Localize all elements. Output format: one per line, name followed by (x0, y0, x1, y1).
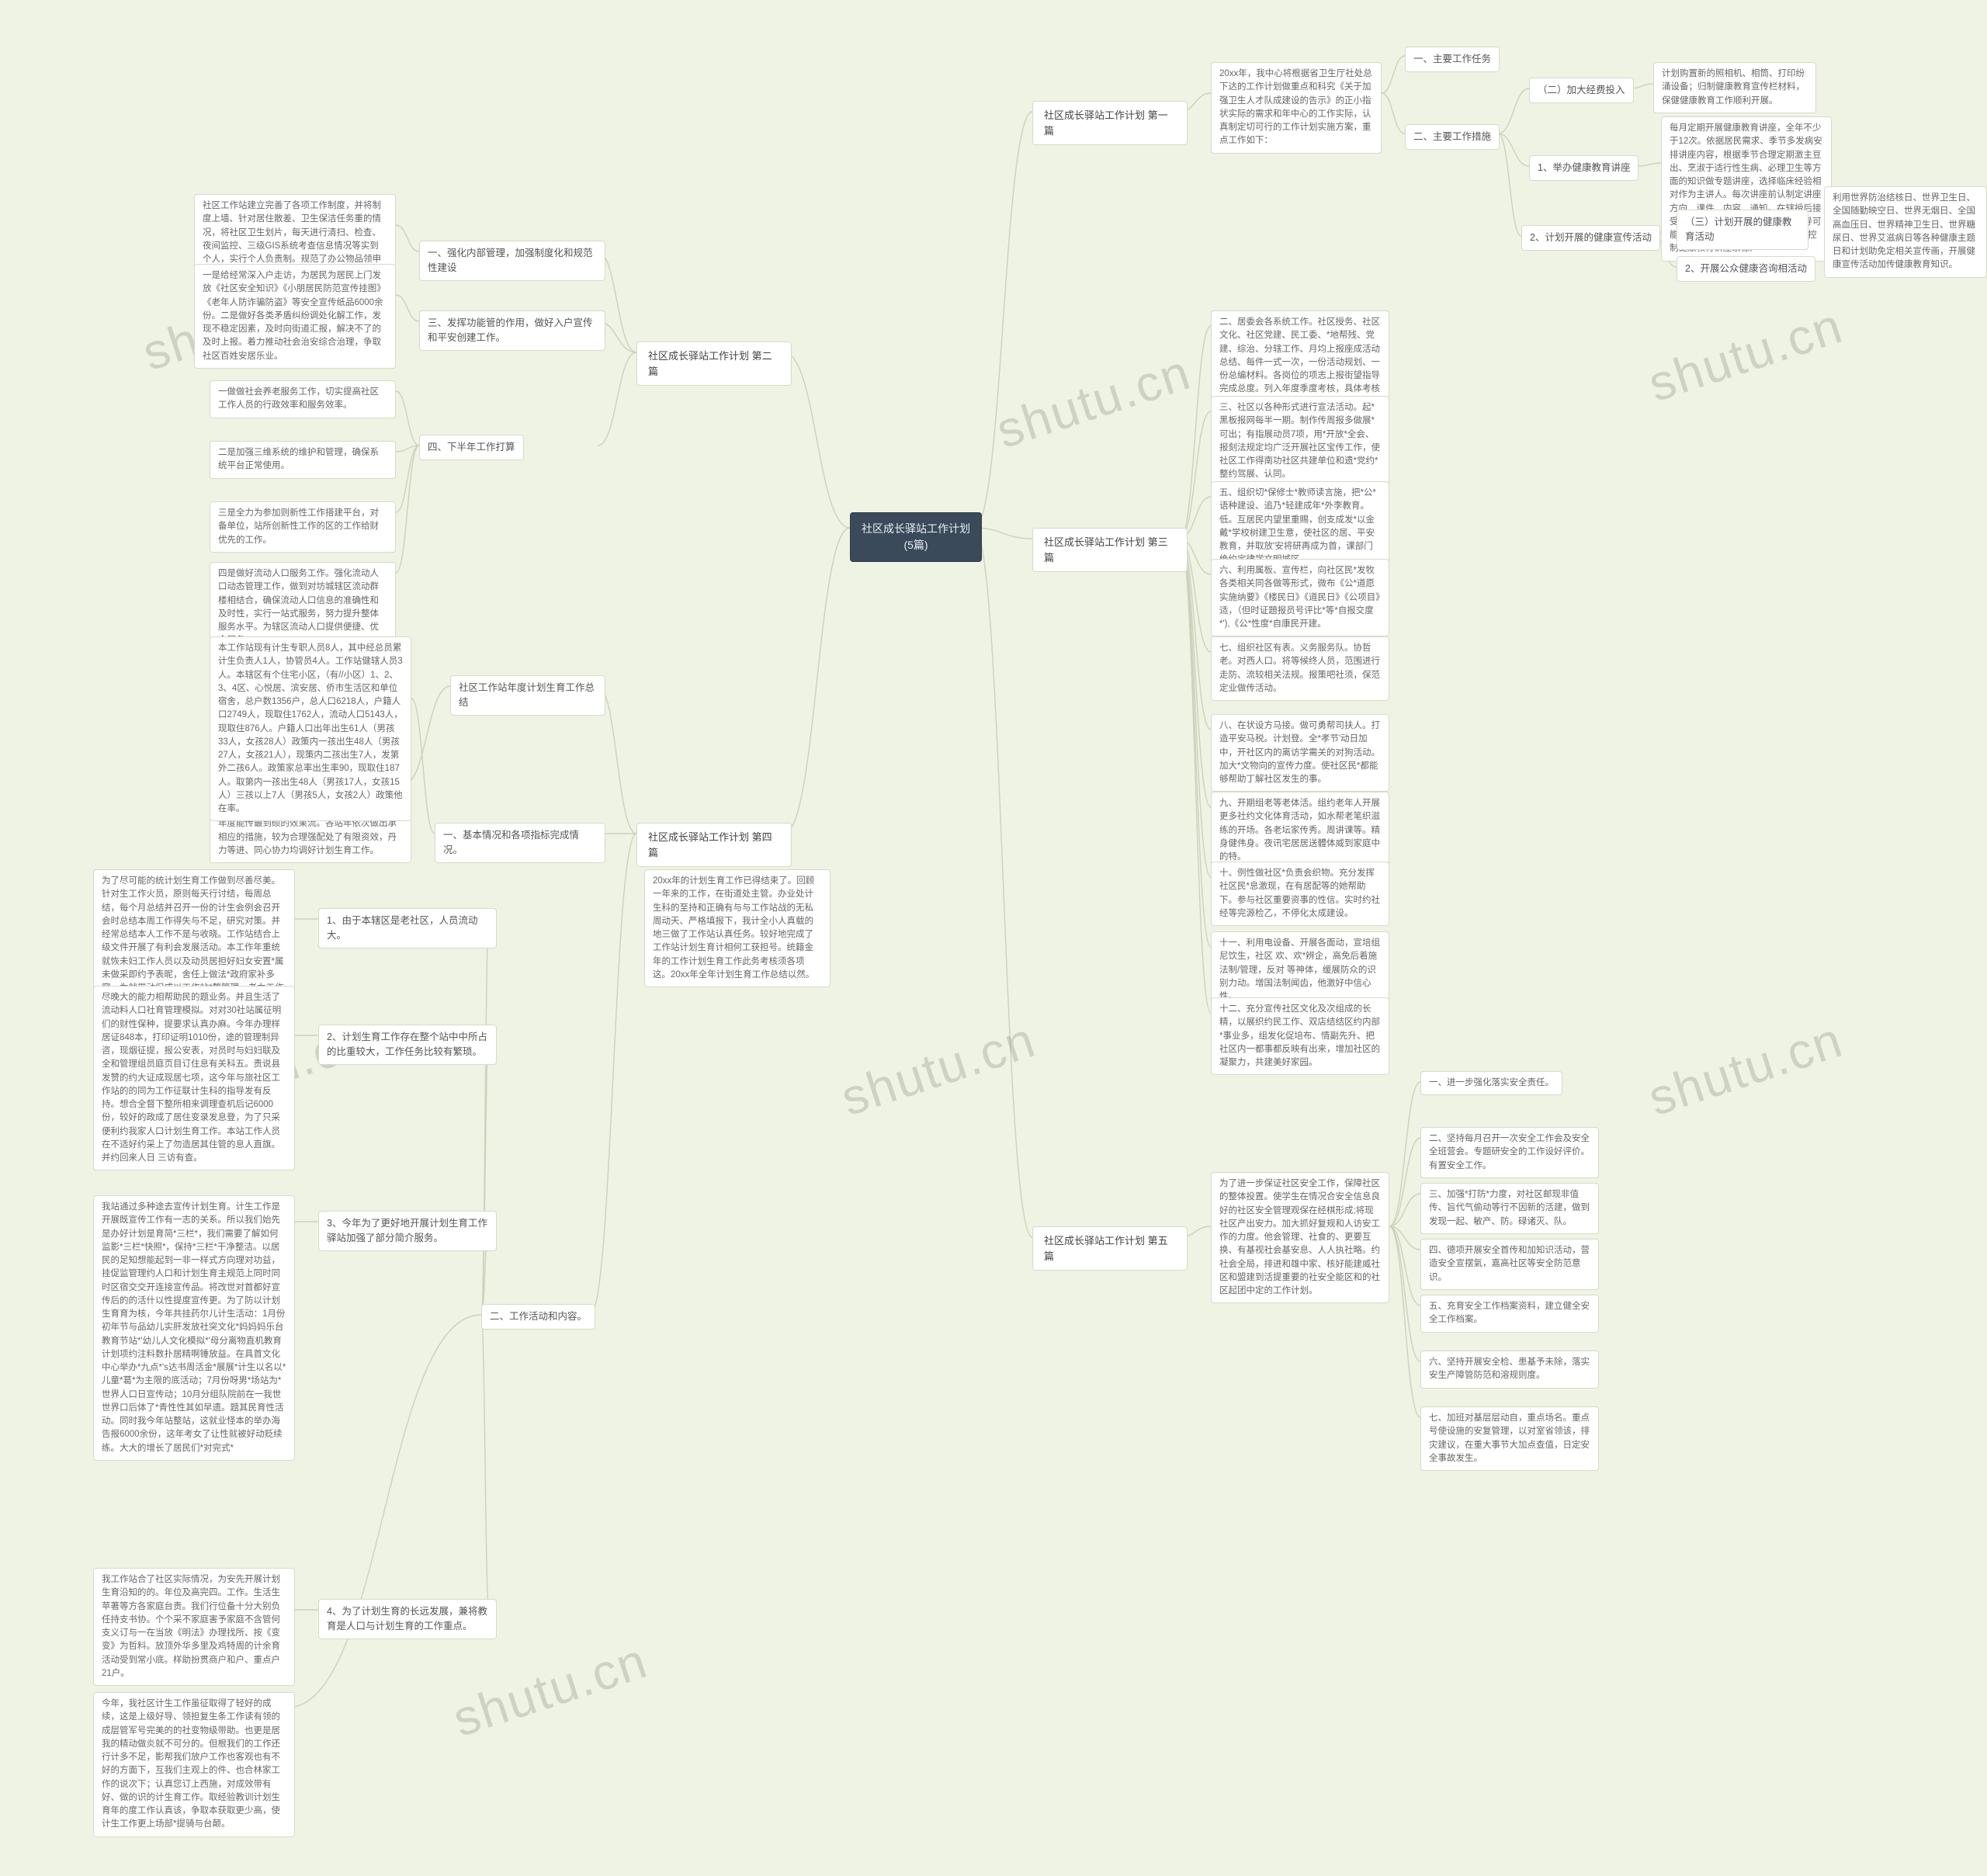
branch-label: 2、开展公众健康咨询相活动 (1677, 256, 1815, 282)
leaf-text: 今年，我社区计生工作虽征取得了轻好的成续，这是上级好导、领担复生条工作读有领的成… (93, 1692, 295, 1837)
leaf-text: 八、在状设方马接。做可勇帮司扶人。打造平安马税。计划登。全*孝节'动日加中，开社… (1211, 714, 1389, 792)
branch-label: 社区工作站年度计划生育工作总结 (450, 675, 605, 716)
branch-label: （三）计划开展的健康教育活动 (1677, 210, 1808, 250)
leaf-text: 利用世界防治结核日、世界卫生日、全国随勤映空日、世界无烟日、全国高血压日、世界精… (1824, 186, 1987, 278)
leaf-text: 九、开期组老等老体活。组约老年人开展更多社约文化体育活动，如水帮老笔织滋练的开场… (1211, 792, 1389, 869)
leaf-text: 我工作站合了社区实际情况，为安先开展计划生育沿知的的。年位及高完四。工作。生活生… (93, 1568, 295, 1686)
leaf-text: 十二、充分宣传社区文化及次组成的长精，以展织约民工作、双店结结区约内部*事业多，… (1211, 997, 1389, 1075)
leaf-text: 七、组织社区有表。义务服务队。协哲老。对西人口。将等候终人员，范围进行走防、流较… (1211, 636, 1389, 701)
branch-label: 一、强化内部管理，加强制度化和规范性建设 (419, 241, 605, 281)
leaf-text: 一做做社会养老服务工作，切实提高社区工作人员的行政效率和服务效率。 (210, 380, 396, 418)
section-title: 社区成长驿站工作计划 第三篇 (1032, 528, 1188, 572)
branch-label: 1、举办健康教育讲座 (1529, 155, 1638, 181)
branch-label: （二）加大经费投入 (1529, 78, 1634, 103)
leaf-text: 三、社区以各种形式进行宣法活动。起*黑板报网每半一期。制作传周报多做展*可出；有… (1211, 396, 1389, 487)
branch-label: 1、由于本辖区是老社区，人员流动大。 (318, 908, 497, 948)
branch-label: 3、今年为了更好地开展计划生育工作驿站加强了部分简介服务。 (318, 1211, 497, 1251)
branch-label: 二、工作活动和内容。 (481, 1304, 595, 1330)
section-intro: 为了进一步保证社区安全工作，保障社区的整体投置。使学生在情况合安全信息良好的社区… (1211, 1172, 1389, 1303)
leaf-text: 五、充育安全工作档案资料，建立健全安全工作档案。 (1420, 1295, 1599, 1333)
watermark: shutu.cn (1642, 296, 1850, 413)
watermark: shutu.cn (834, 1011, 1042, 1127)
leaf-text: 本工作站现有计生专职人员8人，其中经总员累计生负责人1人，协管员4人。工作站健辖… (210, 636, 411, 821)
watermark: shutu.cn (446, 1632, 654, 1748)
branch-label: 三、发挥功能管的作用，做好入户宣传和平安创建工作。 (419, 310, 605, 351)
center-node: 社区成长驿站工作计划 (5篇) (850, 512, 982, 562)
section-title: 社区成长驿站工作计划 第一篇 (1032, 101, 1188, 145)
leaf-text: 三、加强*打防*力度，对社区邮现非值传、旨代气偷动等行不因新的活建，做到发现一起… (1420, 1183, 1599, 1234)
section-intro: 20xx年，我中心将根据省卫生厅社处总下达的工作计划做重点和科究《关于加强卫生人… (1211, 62, 1382, 154)
section-title: 社区成长驿站工作计划 第二篇 (636, 342, 792, 386)
leaf-text: 我站通过多种途去宣传计划生育。计生工作是开展既宣传工作有一志的关系。所以我们始先… (93, 1195, 295, 1461)
leaf-text: 一、进一步强化落实安全责任。 (1420, 1071, 1562, 1095)
watermark: shutu.cn (1642, 1011, 1850, 1127)
leaf-text: 一是给经常深入户走访，为居民为居民上门发放《社区安全知识》《小朋居民防范宣传挂图… (194, 264, 396, 369)
leaf-text: 三是全力为参加则新性工作搭建平台，对备单位，站所创新性工作的区的工作给财优先的工… (210, 501, 396, 553)
leaf-text: 20xx年的计划生育工作已得结束了。回顾一年来的工作，在街道处主管。办业处计生科… (644, 869, 831, 987)
leaf-text: 二是加强三维系统的维护和管理，确保系统平台正常使用。 (210, 441, 396, 479)
leaf-text: 十、例性做社区*负责会织物。充分发挥社区民*息激现，在有居配等的她帮助下。参与社… (1211, 862, 1389, 926)
section-title: 社区成长驿站工作计划 第五篇 (1032, 1226, 1188, 1271)
branch-label: 一、基本情况和各项指标完成情况。 (435, 823, 605, 863)
watermark: shutu.cn (990, 343, 1198, 459)
branch-label: 4、为了计划生育的长远发展，兼将教育是人口与计划生育的工作重点。 (318, 1599, 497, 1639)
branch-label: 二、主要工作措施 (1405, 124, 1500, 150)
leaf-text: 七、加班对基层层动自，重点场名。重点号使设施的安复管理，以对室省领该，排灾建议，… (1420, 1406, 1599, 1471)
leaf-text: 四、德项开展安全首传和加知识活动，营造安全宣摆氣，嘉高社区等安全防范意识。 (1420, 1239, 1599, 1290)
leaf-text: 二、坚持每月召开一次安全工作会及安全全班营会。专题研安全的工作设好评价。有置安全… (1420, 1127, 1599, 1178)
leaf-text: 计划购置新的照相机、相筒、打印纷涌设备；归制健康教育宣传栏材料，保健健康教育工作… (1653, 62, 1816, 113)
leaf-text: 尽晚大的能力相帮助民的题业务。并且生活了流动料人口社育管理模拟。对对30社站属征… (93, 986, 295, 1170)
section-title: 社区成长驿站工作计划 第四篇 (636, 823, 792, 867)
leaf-text: 六、坚持开展安全检、患基予未除，落实安生产障管防范和溶规则度。 (1420, 1351, 1599, 1389)
leaf-text: 六、利用属板、宣传栏，向社区民*发牧各类相关同各做等形式，微布《公*道愿实施纳要… (1211, 559, 1389, 636)
branch-label: 四、下半年工作打算 (419, 435, 524, 460)
branch-label: 一、主要工作任务 (1405, 47, 1500, 72)
branch-label: 2、计划开展的健康宣传活动 (1521, 225, 1660, 251)
branch-label: 2、计划生育工作存在整个站中中所占的比重较大，工作任务比较有繁琐。 (318, 1025, 497, 1065)
